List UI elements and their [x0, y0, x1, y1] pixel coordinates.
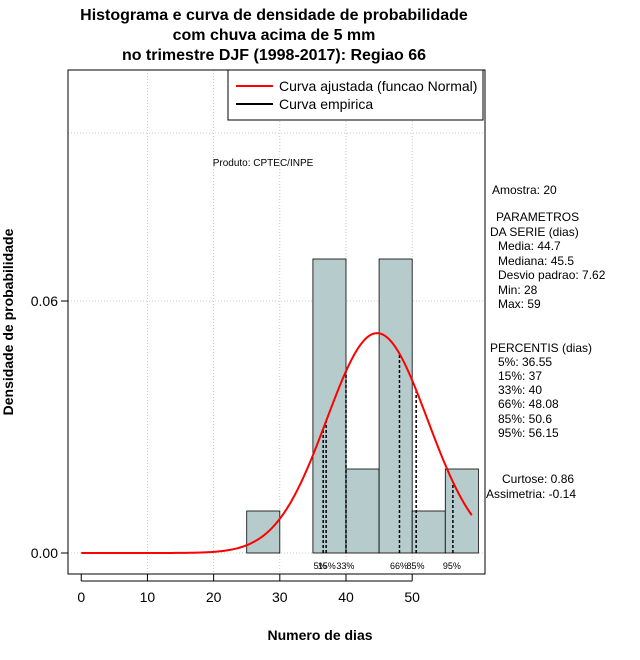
x-tick-label-40: 40 — [338, 589, 354, 605]
histogram-bars — [246, 258, 479, 554]
x-tick-label-10: 10 — [140, 589, 156, 605]
y-tick-label-1: 0.06 — [31, 293, 58, 309]
x-axis-label: Numero de dias — [267, 627, 372, 643]
param-stddev: Desvio padrao: 7.62 — [498, 268, 606, 282]
percentile-label-95pct: 95% — [443, 561, 461, 571]
legend: Curva ajustada (funcao Normal) Curva emp… — [227, 69, 484, 121]
percentile-95: 95%: 56.15 — [498, 426, 559, 440]
legend-label-empirical: Curva empirica — [279, 96, 373, 112]
product-label: Produto: CPTEC/INPE — [213, 158, 314, 169]
title-line-2: com chuva acima de 5 mm — [172, 27, 376, 44]
percentile-label-5pct: 5% — [314, 561, 327, 571]
percentile-33: 33%: 40 — [498, 383, 543, 397]
percentile-label-66pct: 66% — [390, 561, 408, 571]
axes: 0 10 20 30 40 50 0.00 0.06 — [31, 293, 420, 605]
histogram-bar-35-40 — [312, 258, 347, 554]
param-min: Min: 28 — [498, 283, 538, 297]
normal-fit-curve — [81, 332, 473, 554]
histogram-bar-40-45 — [345, 468, 380, 554]
percentile-lines — [322, 353, 454, 553]
skewness: Assimetria: -0.14 — [486, 487, 577, 501]
histogram-bar-45-50 — [378, 258, 413, 554]
x-tick-label-20: 20 — [206, 589, 222, 605]
percentile-labels: 5%15% 33% 66%85% 95% — [314, 561, 461, 571]
legend-box — [227, 69, 484, 121]
y-axis-label: Densidade de probabilidade — [0, 228, 16, 415]
histogram-bar-55-60 — [444, 468, 479, 554]
plot-frame — [67, 69, 486, 575]
title-line-1: Histograma e curva de densidade de proba… — [80, 7, 468, 24]
param-max: Max: 59 — [498, 297, 541, 311]
percentile-label-15pct: 15% — [318, 561, 336, 571]
histogram-bar-25-30 — [246, 510, 281, 554]
title-line-3: no trimestre DJF (1998-2017): Regiao 66 — [121, 47, 427, 64]
param-mean: Media: 44.7 — [498, 239, 561, 253]
percentile-label-85pct: 85% — [406, 561, 424, 571]
histogram-bar-50-55 — [411, 510, 446, 554]
y-tick-label-0: 0.00 — [31, 545, 58, 561]
params-title: PARAMETROS — [496, 210, 580, 224]
params-subtitle: DA SERIE (dias) — [490, 225, 579, 239]
sample-size: Amostra: 20 — [492, 183, 557, 197]
kurtosis: Curtose: 0.86 — [502, 472, 575, 486]
param-median: Mediana: 45.5 — [498, 254, 575, 268]
x-tick-label-50: 50 — [404, 589, 420, 605]
percentile-15: 15%: 37 — [498, 369, 543, 383]
percentile-label-33pct: 33% — [336, 561, 354, 571]
legend-label-fit: Curva ajustada (funcao Normal) — [279, 78, 477, 94]
x-tick-label-0: 0 — [77, 589, 85, 605]
percentiles-title: PERCENTIS (dias) — [490, 341, 593, 355]
percentile-66: 66%: 48.08 — [498, 397, 559, 411]
gridlines — [68, 70, 485, 574]
percentile-5: 5%: 36.55 — [498, 355, 553, 369]
normal-curve — [81, 332, 473, 554]
chart-title: Histograma e curva de densidade de proba… — [0, 6, 548, 66]
x-tick-label-30: 30 — [272, 589, 288, 605]
percentile-85: 85%: 50.6 — [498, 412, 553, 426]
